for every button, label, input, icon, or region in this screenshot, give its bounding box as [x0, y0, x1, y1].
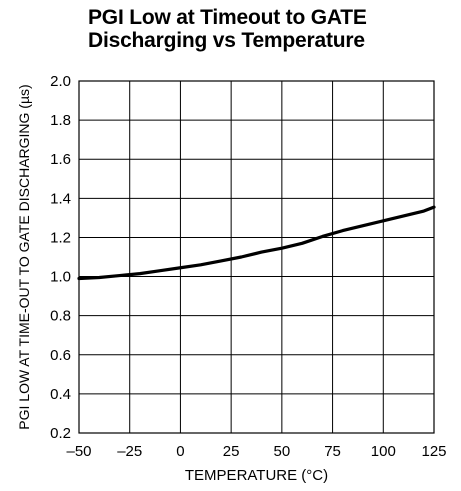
y-tick-label: 0.6: [50, 347, 71, 364]
x-tick-label: 0: [176, 443, 184, 460]
chart-title-line-1: PGI Low at Timeout to GATE: [88, 6, 367, 29]
x-axis-label: TEMPERATURE (°C): [185, 467, 328, 484]
series-line: [77, 205, 436, 281]
grid-lines: [78, 80, 435, 434]
x-tick-label: 125: [421, 443, 446, 460]
x-tick-label: 75: [324, 443, 341, 460]
x-tick-label: 100: [371, 443, 396, 460]
y-tick-labels: 0.2 0.4 0.6 0.8 1.0 1.2 1.4 1.6 1.8 2.0: [50, 73, 71, 442]
y-tick-label: 0.8: [50, 308, 71, 325]
y-tick-label: 0.4: [50, 386, 71, 403]
y-axis-label: PGI LOW AT TIME-OUT TO GATE DISCHARGING …: [16, 84, 32, 429]
y-tick-label: 1.2: [50, 229, 71, 246]
y-tick-label: 1.6: [50, 151, 71, 168]
y-tick-label: 0.2: [50, 425, 71, 442]
plot-frame: [78, 80, 435, 434]
x-tick-label: –25: [117, 443, 142, 460]
y-tick-label: 1.4: [50, 190, 71, 207]
x-tick-label: 50: [274, 443, 291, 460]
y-tick-label: 2.0: [50, 73, 71, 90]
chart-title-line-2: Discharging vs Temperature: [88, 29, 365, 52]
y-tick-label: 1.0: [50, 269, 71, 286]
x-tick-labels: –50 –25 0 25 50 75 100 125: [66, 443, 446, 460]
y-tick-label: 1.8: [50, 112, 71, 129]
x-tick-label: 25: [223, 443, 240, 460]
chart-title: PGI Low at Timeout to GATE Discharging v…: [88, 6, 428, 52]
x-tick-label: –50: [66, 443, 91, 460]
